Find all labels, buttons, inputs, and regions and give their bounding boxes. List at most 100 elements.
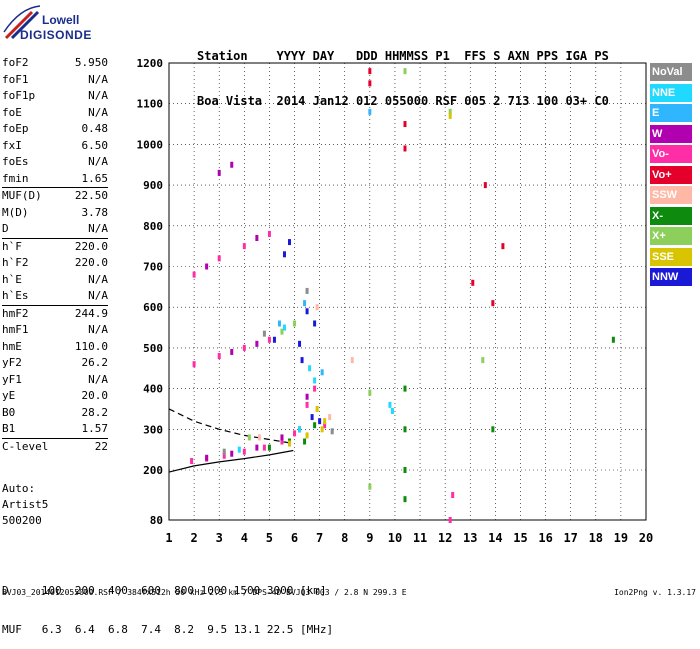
profile-curve-solid bbox=[168, 449, 294, 473]
legend-item: NNE bbox=[650, 83, 692, 102]
legend-item: Vo- bbox=[650, 145, 692, 163]
echo-point bbox=[501, 243, 505, 250]
y-tick-label: 800 bbox=[143, 220, 163, 233]
echo-point bbox=[483, 182, 487, 189]
muf-value-row: MUF 6.3 6.4 6.8 7.4 8.2 9.5 13.1 22.5 [M… bbox=[2, 623, 334, 636]
echo-point bbox=[222, 452, 226, 459]
x-tick-label: 15 bbox=[513, 531, 527, 545]
param-name: foF1p bbox=[2, 89, 36, 102]
x-tick-label: 20 bbox=[639, 531, 653, 545]
echo-point bbox=[313, 422, 317, 429]
x-tick-label: 3 bbox=[216, 531, 223, 545]
param-name: fxI bbox=[2, 138, 22, 152]
param-value: 0.48 bbox=[81, 122, 109, 135]
logo-text-digisonde: DIGISONDE bbox=[20, 28, 92, 42]
echo-point bbox=[328, 414, 332, 421]
param-name: foEs bbox=[2, 155, 29, 168]
polarization-legend: NoVal NNE E W Vo- Vo+ SSW X- X+ SSE NNW bbox=[650, 63, 692, 289]
param-row: fxI 6.50 bbox=[2, 138, 108, 155]
header-labels: Station YYYY DAY DDD HHMMSS P1 FFS S AXN… bbox=[197, 49, 609, 63]
param-row: foF1p N/A bbox=[2, 88, 108, 105]
echo-point bbox=[267, 336, 271, 343]
echo-point bbox=[267, 230, 271, 237]
echo-point bbox=[303, 300, 307, 307]
param-name: D bbox=[2, 222, 9, 235]
param-name: fmin bbox=[2, 171, 29, 185]
echo-point bbox=[237, 446, 241, 453]
echo-point bbox=[255, 235, 259, 242]
echo-point bbox=[293, 430, 297, 437]
echo-point bbox=[293, 320, 297, 327]
echo-point bbox=[242, 448, 246, 455]
y-tick-label: 80 bbox=[150, 514, 163, 527]
param-value: N/A bbox=[88, 372, 108, 386]
echo-point bbox=[282, 324, 286, 331]
muf-distance-row: D 100 200 400 600 800 1000 1500 3000 [km… bbox=[2, 584, 327, 597]
param-name: h`F2 bbox=[2, 256, 29, 269]
profile-curve-dashed bbox=[168, 408, 294, 445]
param-row: fmin 1.65 bbox=[2, 171, 108, 188]
param-row: foEp 0.48 bbox=[2, 121, 108, 138]
legend-item: E bbox=[650, 104, 692, 122]
echo-point bbox=[205, 263, 209, 270]
legend-item: SSW bbox=[650, 186, 692, 204]
x-tick-label: 7 bbox=[316, 531, 323, 545]
param-value: 220.0 bbox=[74, 239, 108, 253]
ionogram-plot: 1 2 3 4 5 6 7 8 9 10 11 12 13 14 15 16 17 18 19 20802003004… bbox=[137, 57, 654, 545]
legend-item: X+ bbox=[650, 227, 692, 245]
param-value: 20.0 bbox=[81, 389, 109, 402]
legend-item: Vo+ bbox=[650, 165, 692, 184]
echo-point bbox=[368, 108, 372, 115]
param-row: B1 1.57 bbox=[2, 421, 108, 438]
param-separator bbox=[2, 187, 108, 188]
param-value: N/A bbox=[88, 105, 108, 119]
param-name: hmE bbox=[2, 339, 22, 353]
x-tick-label: 19 bbox=[614, 531, 628, 545]
echo-point bbox=[222, 448, 226, 455]
auto-label: Auto: bbox=[2, 482, 36, 495]
param-name: foF2 bbox=[2, 56, 29, 69]
echo-point bbox=[451, 492, 455, 498]
echo-point bbox=[308, 365, 312, 372]
echo-point bbox=[255, 340, 259, 347]
echo-point bbox=[403, 385, 407, 392]
echo-point bbox=[298, 426, 302, 433]
param-row: C-level 22 bbox=[2, 439, 108, 456]
logo-text-lowell: Lowell bbox=[42, 13, 80, 27]
param-row: h`Es N/A bbox=[2, 288, 108, 305]
param-value: 6.50 bbox=[81, 138, 109, 152]
param-row: h`F2 220.0 bbox=[2, 255, 108, 272]
echo-point bbox=[323, 418, 327, 425]
echo-point bbox=[305, 287, 309, 294]
param-row: hmF2 244.9 bbox=[2, 306, 108, 323]
x-tick-label: 9 bbox=[366, 531, 373, 545]
param-name: B1 bbox=[2, 422, 16, 435]
echo-point bbox=[388, 401, 392, 408]
echo-point bbox=[403, 121, 407, 128]
param-separator bbox=[2, 437, 108, 439]
echo-point bbox=[303, 438, 307, 445]
x-tick-label: 5 bbox=[266, 531, 273, 545]
param-value: N/A bbox=[88, 155, 108, 168]
param-value: N/A bbox=[88, 272, 108, 286]
echo-point bbox=[282, 251, 286, 258]
echo-point bbox=[611, 336, 615, 343]
param-row: D N/A bbox=[2, 221, 108, 238]
echo-point bbox=[257, 434, 261, 441]
echo-point bbox=[313, 320, 317, 327]
x-tick-label: 14 bbox=[488, 531, 502, 545]
param-value: 1.65 bbox=[81, 171, 109, 185]
scaled-parameters-panel: foF2 5.950 foF1 N/A foF1p N/A foE N/A foEp 0.48 fx… bbox=[2, 55, 108, 455]
lowell-digisonde-logo: Lowell DIGISONDE bbox=[2, 2, 94, 46]
param-name: MUF(D) bbox=[2, 189, 42, 202]
echo-point bbox=[368, 68, 372, 75]
param-value: N/A bbox=[88, 289, 108, 302]
param-name: h`Es bbox=[2, 289, 29, 302]
legend-item: W bbox=[650, 124, 692, 143]
x-tick-label: 11 bbox=[413, 531, 427, 545]
echo-point bbox=[315, 304, 319, 311]
echo-point bbox=[280, 434, 284, 441]
param-value: 28.2 bbox=[81, 405, 109, 419]
legend-item: NNW bbox=[650, 268, 692, 286]
header-values: Boa Vista 2014 Jan12 012 055000 RSF 005 … bbox=[197, 94, 609, 108]
